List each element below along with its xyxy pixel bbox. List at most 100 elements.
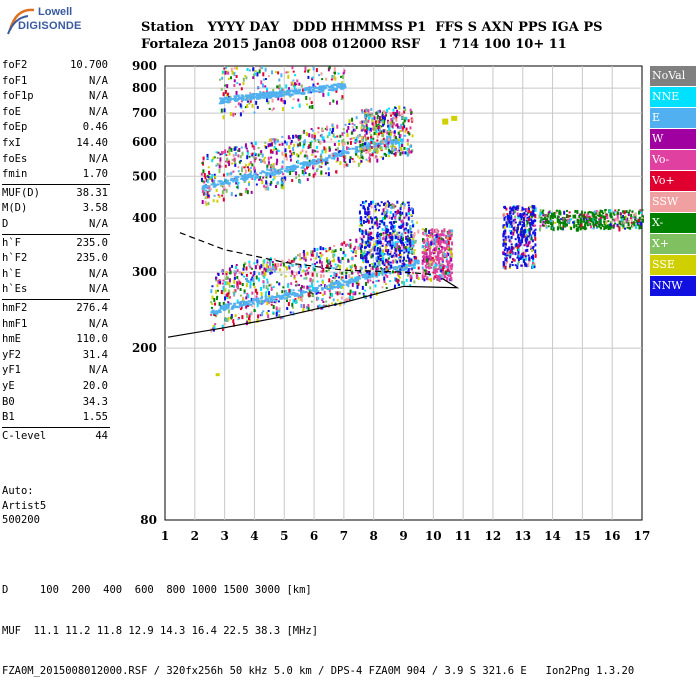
param-name: hmF1 bbox=[2, 317, 28, 330]
echo-point bbox=[223, 180, 226, 183]
echo-point bbox=[362, 241, 365, 244]
echo-point bbox=[339, 161, 342, 166]
echo-point bbox=[567, 214, 570, 218]
echo-point bbox=[435, 228, 438, 233]
echo-point bbox=[349, 239, 352, 242]
echo-point bbox=[296, 90, 300, 93]
legend-item: SSE bbox=[650, 255, 696, 276]
echo-point bbox=[542, 224, 545, 227]
echo-point bbox=[361, 145, 365, 148]
echo-point bbox=[295, 263, 298, 266]
echo-point bbox=[236, 175, 240, 178]
echo-point bbox=[383, 267, 386, 270]
echo-point bbox=[407, 201, 410, 204]
echo-point bbox=[332, 258, 335, 263]
echo-point bbox=[221, 182, 225, 185]
echo-point bbox=[268, 291, 271, 296]
echo-point bbox=[328, 259, 331, 263]
echo-point bbox=[389, 132, 392, 136]
echo-point bbox=[445, 254, 448, 258]
echo-point bbox=[541, 210, 544, 214]
echo-point bbox=[311, 129, 314, 132]
echo-point bbox=[307, 271, 310, 275]
echo-point bbox=[340, 81, 343, 86]
echo-point bbox=[598, 223, 601, 227]
echo-point bbox=[433, 251, 436, 254]
echo-point bbox=[266, 186, 269, 191]
echo-point bbox=[255, 183, 258, 186]
echo-point bbox=[513, 259, 516, 262]
echo-point bbox=[424, 250, 427, 255]
echo-point bbox=[232, 304, 236, 307]
echo-point bbox=[257, 97, 261, 100]
echo-point bbox=[369, 279, 372, 282]
echo-point bbox=[342, 84, 346, 87]
echo-point bbox=[395, 269, 399, 272]
echo-point bbox=[318, 164, 321, 168]
echo-point bbox=[284, 154, 287, 158]
echo-point bbox=[272, 148, 275, 151]
echo-point bbox=[360, 126, 363, 130]
echo-point bbox=[265, 176, 268, 179]
echo-point bbox=[350, 280, 354, 283]
echo-point bbox=[268, 284, 271, 287]
echo-point bbox=[341, 284, 344, 289]
echo-point bbox=[375, 275, 379, 278]
echo-point bbox=[243, 275, 246, 278]
echo-point bbox=[534, 253, 537, 258]
echo-point bbox=[306, 251, 309, 256]
echo-point bbox=[396, 150, 399, 154]
echo-point bbox=[246, 100, 249, 103]
echo-point bbox=[412, 271, 415, 274]
echo-point bbox=[267, 258, 270, 261]
echo-point bbox=[354, 250, 357, 255]
echo-point bbox=[544, 221, 547, 225]
echo-point bbox=[211, 285, 214, 288]
echo-point bbox=[362, 230, 365, 234]
echo-point bbox=[425, 266, 428, 269]
echo-point bbox=[367, 260, 370, 264]
echo-point bbox=[399, 151, 402, 156]
echo-point bbox=[216, 295, 219, 298]
echo-point bbox=[243, 302, 247, 305]
echo-point bbox=[533, 234, 536, 237]
echo-point bbox=[299, 257, 302, 261]
echo-point bbox=[246, 190, 249, 195]
echo-point bbox=[354, 129, 357, 132]
echo-point bbox=[399, 133, 402, 137]
echo-point bbox=[303, 255, 306, 260]
echo-point bbox=[224, 288, 227, 293]
echo-point bbox=[302, 269, 305, 273]
echo-point bbox=[394, 141, 397, 145]
echo-point bbox=[302, 309, 305, 313]
echo-point bbox=[403, 106, 406, 109]
echo-point bbox=[524, 213, 527, 218]
echo-point bbox=[341, 283, 345, 286]
echo-point bbox=[216, 157, 219, 160]
echo-point bbox=[330, 250, 333, 253]
echo-point bbox=[299, 142, 302, 147]
echo-point bbox=[271, 261, 274, 264]
echo-point bbox=[252, 76, 255, 80]
echo-point bbox=[514, 215, 517, 218]
echo-point bbox=[517, 214, 520, 217]
echo-point bbox=[397, 240, 400, 243]
echo-point bbox=[212, 185, 216, 188]
echo-point bbox=[378, 223, 381, 226]
echo-point bbox=[334, 76, 337, 81]
echo-point bbox=[350, 268, 353, 272]
echo-point bbox=[321, 78, 324, 81]
echo-point bbox=[510, 243, 513, 246]
echo-point bbox=[351, 264, 354, 267]
echo-point bbox=[213, 312, 216, 316]
param-row: h`E N/A bbox=[2, 267, 108, 283]
echo-point bbox=[230, 177, 234, 180]
echo-point bbox=[273, 138, 276, 141]
echo-point bbox=[580, 227, 583, 230]
echo-point bbox=[596, 225, 599, 228]
echo-point bbox=[370, 140, 373, 144]
echo-point bbox=[279, 316, 282, 320]
echo-point bbox=[528, 256, 531, 261]
echo-point bbox=[266, 166, 269, 171]
echo-point bbox=[234, 152, 237, 157]
